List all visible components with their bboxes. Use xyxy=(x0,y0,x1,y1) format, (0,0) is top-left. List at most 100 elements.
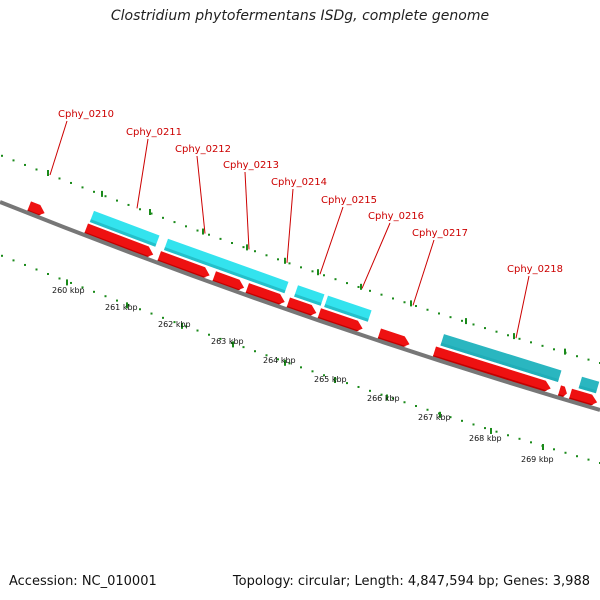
upper-tick xyxy=(438,312,440,315)
upper-tick xyxy=(58,177,61,180)
lower-tick xyxy=(70,281,72,284)
upper-tick xyxy=(392,297,394,300)
label-connector xyxy=(412,239,435,306)
lower-tick xyxy=(415,405,417,408)
gene-arrow xyxy=(156,251,210,279)
lower-tick xyxy=(185,325,187,328)
gene-label: Cphy_0214 xyxy=(271,177,327,188)
upper-tick xyxy=(369,289,371,292)
upper-tick xyxy=(530,341,532,344)
lower-tick xyxy=(495,430,498,433)
gene-label: Cphy_0212 xyxy=(175,144,231,155)
gene-label: Cphy_0215 xyxy=(321,195,377,206)
upper-tick xyxy=(196,229,199,232)
upper-tick xyxy=(587,358,590,361)
gene-label: Cphy_0211 xyxy=(126,127,182,138)
gene-arrow-body xyxy=(286,297,317,317)
lower-tick xyxy=(357,385,360,388)
lower-tick xyxy=(150,312,153,315)
label-connector xyxy=(319,206,344,275)
gene-arrow-shade xyxy=(156,259,206,279)
gene-arrow xyxy=(317,308,363,333)
lower-tick xyxy=(587,458,590,461)
gene-arrow-shade xyxy=(211,279,241,291)
lower-tick xyxy=(277,358,279,361)
upper-tick xyxy=(323,274,325,277)
upper-tick xyxy=(219,237,222,240)
gene-arrow xyxy=(211,271,245,291)
upper-tick xyxy=(507,334,509,337)
upper-tick xyxy=(185,225,187,228)
gene-arrow-body xyxy=(211,271,245,291)
upper-tick xyxy=(346,282,348,285)
gene-arrow-shade xyxy=(377,337,406,348)
gene-arrow-shade xyxy=(432,355,548,393)
upper-tick xyxy=(12,159,15,162)
lower-tick xyxy=(553,448,555,451)
lower-tick xyxy=(369,389,371,392)
lower-tick xyxy=(208,333,210,336)
lower-tick xyxy=(219,337,222,340)
label-connector xyxy=(244,171,250,250)
upper-tick xyxy=(334,278,337,281)
gene-track xyxy=(26,201,598,407)
scale-label: 268 kbp xyxy=(469,434,502,443)
feature-bar-fill xyxy=(89,210,160,247)
feature-bar xyxy=(89,210,160,247)
scale-label: 263 kbp xyxy=(211,337,244,346)
label-connector xyxy=(49,120,68,176)
feature-bar xyxy=(324,295,372,322)
upper-tick xyxy=(173,221,176,224)
upper-tick xyxy=(553,348,555,351)
upper-tick xyxy=(576,355,578,358)
upper-tick xyxy=(461,319,463,322)
lower-tick xyxy=(346,382,348,385)
gene-arrow-shade xyxy=(317,316,360,333)
gene-arrow-shade xyxy=(568,397,594,407)
lower-tick xyxy=(564,451,567,454)
upper-tick xyxy=(150,212,153,215)
feature-bar-fill xyxy=(324,295,372,322)
gene-label: Cphy_0213 xyxy=(223,160,279,171)
gene-arrow-body xyxy=(245,283,285,306)
lower-tick xyxy=(518,437,521,440)
accession-text: Accession: NC_010001 xyxy=(9,574,157,589)
scale-label: 262 kbp xyxy=(158,320,191,329)
gene-arrow-body xyxy=(377,328,410,348)
upper-tick xyxy=(380,293,383,296)
label-connector xyxy=(136,138,149,209)
lower-tick xyxy=(472,423,475,426)
scale-label: 267 kbp xyxy=(418,413,451,422)
lower-tick xyxy=(173,321,176,324)
lower-tick xyxy=(116,299,118,302)
lower-tick xyxy=(461,419,463,422)
upper-tick xyxy=(265,254,268,257)
upper-tick xyxy=(1,154,3,157)
upper-tick xyxy=(81,186,84,189)
feature-bar xyxy=(294,285,325,306)
lower-tick xyxy=(58,277,61,280)
gene-arrow xyxy=(377,328,410,348)
feature-bar-shade xyxy=(89,219,157,247)
gene-arrow xyxy=(245,283,285,306)
upper-tick xyxy=(541,344,544,347)
gene-label: Cphy_0216 xyxy=(368,211,424,222)
lower-tick xyxy=(196,329,199,332)
lower-tick xyxy=(576,455,578,458)
feature-bar-fill xyxy=(294,285,325,306)
gene-arrow-shade xyxy=(83,231,150,258)
gene-arrow-shade xyxy=(286,306,313,317)
gene-label: Cphy_0218 xyxy=(507,264,563,275)
lower-tick xyxy=(12,259,15,262)
genome-backbone xyxy=(0,200,600,412)
feature-bar-shade xyxy=(324,304,369,322)
feature-bar xyxy=(163,238,289,294)
feature-bar xyxy=(578,376,600,394)
upper-tick xyxy=(116,199,118,202)
scale-label: 261 kbp xyxy=(105,303,138,312)
scale-label: 266 kbp xyxy=(367,394,400,403)
lower-tick xyxy=(392,397,394,400)
upper-tick xyxy=(24,163,26,166)
lower-tick xyxy=(449,416,452,419)
